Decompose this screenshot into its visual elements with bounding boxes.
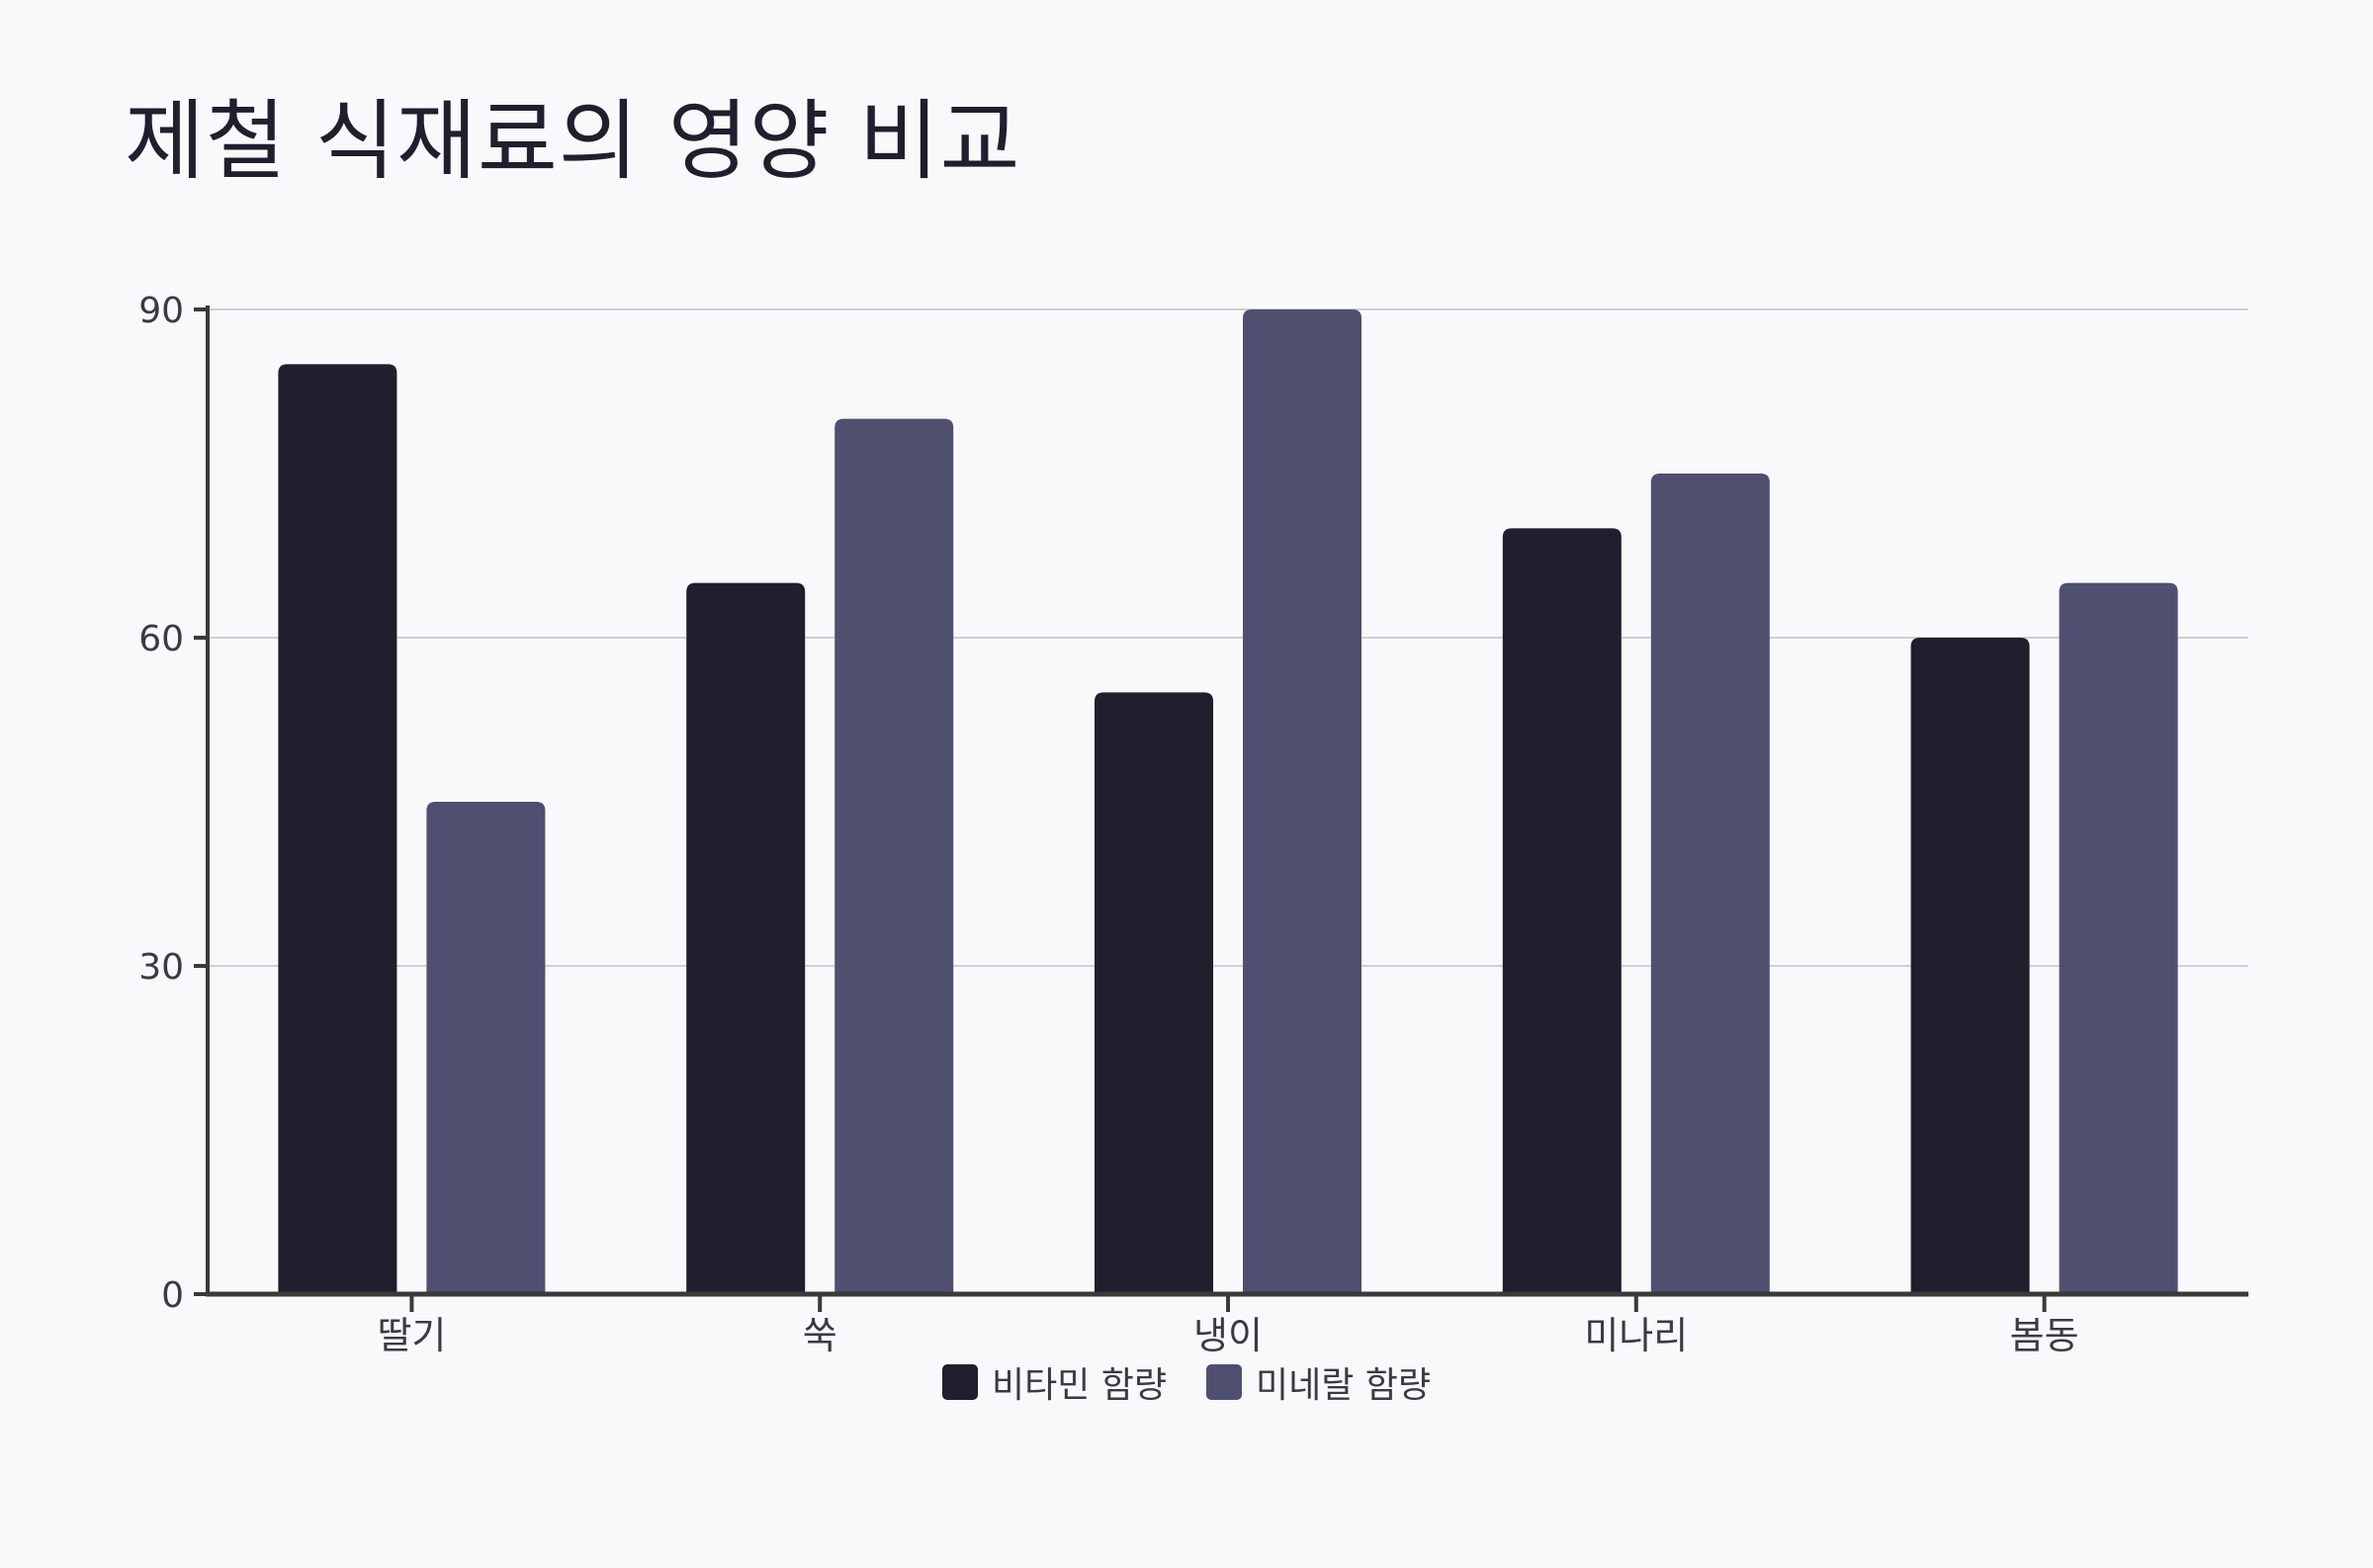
legend-label-vitamin: 비타민 함량 bbox=[991, 1365, 1167, 1406]
x-tick-label-1: 쑥 bbox=[803, 1314, 837, 1357]
bar-vitamin-0 bbox=[278, 364, 397, 1294]
bar-mineral-3 bbox=[1650, 474, 1770, 1294]
bar-vitamin-4 bbox=[1910, 638, 2030, 1294]
y-tick-label-90: 90 bbox=[138, 291, 184, 331]
chart-title: 제철 식재료의 영양 비교 bbox=[125, 90, 1021, 192]
bar-vitamin-3 bbox=[1502, 528, 1622, 1294]
x-tick-label-3: 미나리 bbox=[1584, 1314, 1688, 1357]
x-tick-label-4: 봄동 bbox=[2010, 1314, 2079, 1357]
x-tick-label-2: 냉이 bbox=[1193, 1314, 1263, 1357]
x-tick-label-0: 딸기 bbox=[377, 1314, 446, 1357]
legend-item-mineral[interactable]: 미네랄 함량 bbox=[1206, 1356, 1431, 1408]
bar-mineral-4 bbox=[2059, 582, 2178, 1294]
legend-swatch-vitamin bbox=[941, 1364, 978, 1400]
legend-label-mineral: 미네랄 함량 bbox=[1256, 1365, 1432, 1406]
bar-vitamin-2 bbox=[1095, 692, 1213, 1294]
y-tick-label-0: 0 bbox=[161, 1275, 184, 1316]
chart-legend: 비타민 함량 미네랄 함량 bbox=[0, 1356, 2373, 1408]
y-tick-label-60: 60 bbox=[138, 619, 184, 659]
bar-mineral-2 bbox=[1243, 309, 1362, 1294]
legend-swatch-mineral bbox=[1206, 1364, 1242, 1400]
bar-vitamin-1 bbox=[686, 582, 806, 1294]
legend-item-vitamin[interactable]: 비타민 함량 bbox=[941, 1356, 1167, 1408]
bar-mineral-1 bbox=[835, 418, 954, 1295]
bar-mineral-0 bbox=[426, 802, 546, 1294]
y-tick-label-30: 30 bbox=[138, 947, 184, 988]
